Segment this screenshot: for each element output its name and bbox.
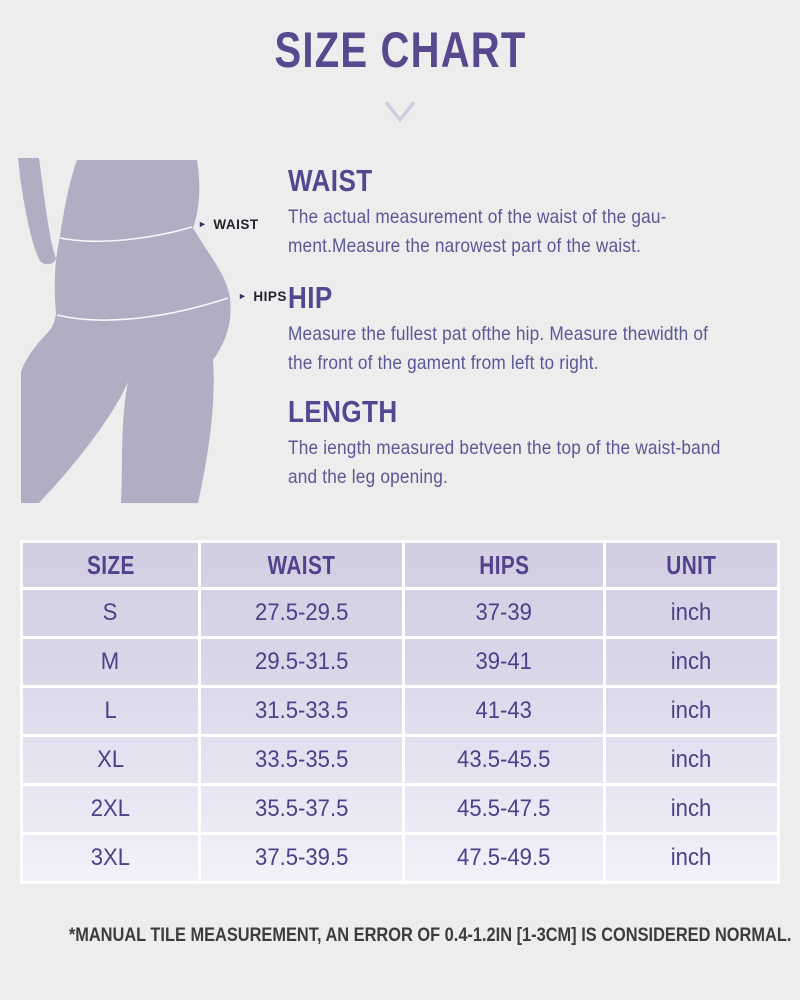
column-header-size: SIZE: [20, 540, 201, 590]
cell-waist: 33.5-35.5: [197, 734, 406, 786]
cell-unit: inch: [602, 685, 781, 737]
cell-hips: 41-43: [402, 685, 606, 737]
section-waist-line2: ment.Measure the narowest part of the wa…: [288, 235, 642, 257]
cell-hips: 37-39: [402, 587, 606, 639]
column-header-hips: HIPS: [402, 540, 606, 590]
silhouette-arm: [18, 158, 56, 265]
section-hip-line2: the front of the gament from left to rig…: [288, 352, 599, 374]
section-hip: HIP Measure the fullest pat ofthe hip. M…: [288, 281, 763, 378]
cell-unit: inch: [602, 734, 781, 786]
cell-size: M: [20, 636, 201, 688]
cell-size: L: [20, 685, 201, 737]
cell-unit: inch: [602, 636, 781, 688]
triangle-right-icon: ►: [238, 291, 248, 301]
size-table-header-row: SIZE WAIST HIPS UNIT: [20, 540, 781, 590]
table-row-s: S 27.5-29.5 37-39 inch: [20, 587, 781, 639]
table-row-m: M 29.5-31.5 39-41 inch: [20, 636, 781, 688]
triangle-right-icon: ►: [198, 219, 208, 229]
column-header-unit: UNIT: [602, 540, 781, 590]
cell-size: 2XL: [20, 783, 201, 835]
waist-pointer-label: ► WAIST: [198, 217, 259, 232]
chevron-down-icon: [0, 99, 800, 130]
size-table: SIZE WAIST HIPS UNIT S 27.5-29.5 37-39 i…: [20, 540, 781, 884]
section-waist-line1: The actual measurement of the waist of t…: [288, 206, 667, 228]
waist-label-text: WAIST: [213, 217, 259, 232]
section-length-heading: LENGTH: [288, 394, 398, 429]
cell-unit: inch: [602, 832, 781, 884]
section-hip-line1: Measure the fullest pat ofthe hip. Measu…: [288, 323, 709, 345]
section-hip-heading: HIP: [288, 280, 333, 315]
section-waist-heading: WAIST: [288, 163, 373, 198]
cell-waist: 35.5-37.5: [197, 783, 406, 835]
cell-hips: 45.5-47.5: [402, 783, 606, 835]
silhouette-torso-legs: [21, 160, 231, 503]
cell-hips: 39-41: [402, 636, 606, 688]
cell-waist: 27.5-29.5: [197, 587, 406, 639]
table-row-l: L 31.5-33.5 41-43 inch: [20, 685, 781, 737]
section-length-line2: and the leg opening.: [288, 466, 448, 488]
cell-waist: 31.5-33.5: [197, 685, 406, 737]
cell-hips: 43.5-45.5: [402, 734, 606, 786]
cell-waist: 37.5-39.5: [197, 832, 406, 884]
section-length-line1: The iength measured betveen the top of t…: [288, 437, 721, 459]
section-length: LENGTH The iength measured betveen the t…: [288, 395, 777, 492]
table-row-3xl: 3XL 37.5-39.5 47.5-49.5 inch: [20, 832, 781, 884]
column-header-waist: WAIST: [197, 540, 406, 590]
page-title-text: SIZE CHART: [274, 22, 526, 78]
cell-hips: 47.5-49.5: [402, 832, 606, 884]
body-silhouette-image: [18, 158, 231, 503]
table-row-2xl: 2XL 35.5-37.5 45.5-47.5 inch: [20, 783, 781, 835]
cell-size: S: [20, 587, 201, 639]
hips-pointer-label: ► HIPS: [238, 289, 287, 304]
hips-measure-line: [56, 297, 229, 321]
hips-label-text: HIPS: [253, 289, 287, 304]
measurement-disclaimer: *MANUAL TILE MEASUREMENT, AN ERROR OF 0.…: [68, 924, 792, 946]
cell-size: 3XL: [20, 832, 201, 884]
chevron-down-icon-svg: [384, 101, 416, 123]
page-title: SIZE CHART: [0, 24, 800, 76]
section-waist: WAIST The actual measurement of the wais…: [288, 164, 716, 261]
waist-measure-line: [59, 226, 193, 243]
body-silhouette-figure: ► WAIST ► HIPS: [15, 158, 287, 503]
cell-size: XL: [20, 734, 201, 786]
cell-unit: inch: [602, 783, 781, 835]
cell-waist: 29.5-31.5: [197, 636, 406, 688]
table-row-xl: XL 33.5-35.5 43.5-45.5 inch: [20, 734, 781, 786]
cell-unit: inch: [602, 587, 781, 639]
